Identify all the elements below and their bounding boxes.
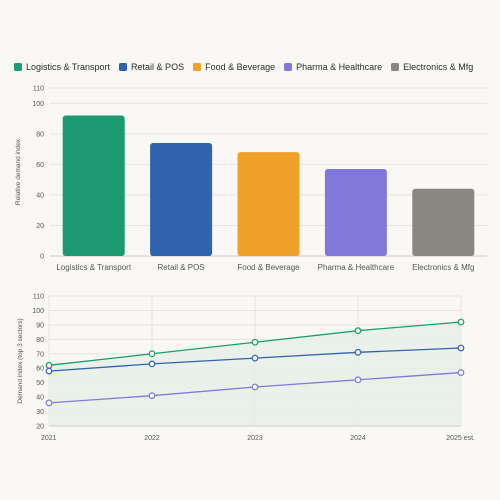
x-category-label: Retail & POS — [158, 263, 205, 272]
legend-label-electronics: Electronics & Mfg — [403, 62, 474, 72]
x-category-label: Food & Beverage — [237, 263, 300, 272]
y-tick-label: 0 — [40, 254, 44, 261]
x-tick-label: 2021 — [41, 435, 57, 442]
bar-chart: 0 20 40 60 80 100 110 Logistics & Transport Reta… — [15, 86, 487, 272]
y-tick-label: 100 — [32, 101, 44, 108]
legend-swatch-pharma — [284, 63, 293, 71]
y-tick-label: 40 — [36, 192, 44, 199]
bar-food-beverage — [237, 152, 300, 256]
x-category-label: Pharma & Healthcare — [318, 263, 395, 272]
legend-label-logistics: Logistics & Transport — [26, 62, 111, 72]
area-fill-logistics-transport — [49, 322, 461, 426]
point-retail-pos — [457, 344, 465, 352]
y-tick-label: 60 — [36, 366, 44, 373]
y-tick-label: 60 — [36, 162, 44, 169]
point-logistics-transport — [354, 327, 362, 335]
legend-item-pharma[interactable]: Pharma & Healthcare — [284, 62, 382, 72]
x-tick-label: 2025 est. — [446, 435, 475, 442]
y-axis-title: Relative demand index — [15, 138, 22, 205]
bar-retail-pos — [150, 142, 213, 256]
point-pharma-healthcare — [45, 399, 53, 407]
y-tick-label: 80 — [36, 337, 44, 344]
point-pharma-healthcare — [354, 376, 362, 384]
chart-legend: Logistics & Transport Retail & POS Food … — [14, 62, 492, 72]
legend-item-retail[interactable]: Retail & POS — [119, 62, 184, 72]
y-axis-title: Demand index (top 3 sectors) — [17, 318, 24, 403]
x-tick-label: 2022 — [144, 435, 160, 442]
x-tick-label: 2023 — [247, 435, 263, 442]
y-tick-label: 50 — [36, 380, 44, 387]
point-logistics-transport — [251, 338, 259, 346]
legend-item-electronics[interactable]: Electronics & Mfg — [391, 62, 473, 72]
point-pharma-healthcare — [251, 383, 259, 391]
legend-item-logistics[interactable]: Logistics & Transport — [14, 62, 110, 72]
legend-swatch-logistics — [14, 63, 22, 71]
y-tick-label: 100 — [32, 308, 44, 315]
y-tick-label: 20 — [36, 424, 44, 431]
y-tick-label: 40 — [36, 395, 44, 402]
point-logistics-transport — [457, 318, 465, 326]
y-tick-label: 90 — [36, 322, 44, 329]
point-logistics-transport — [45, 361, 53, 369]
point-retail-pos — [45, 367, 53, 375]
point-retail-pos — [251, 354, 259, 362]
legend-label-pharma: Pharma & Healthcare — [296, 62, 383, 72]
bar-pharma-healthcare — [324, 168, 387, 256]
x-category-label: Logistics & Transport — [56, 263, 131, 272]
legend-label-food: Food & Beverage — [205, 62, 276, 72]
y-tick-label: 110 — [33, 294, 44, 301]
legend-item-food[interactable]: Food & Beverage — [193, 62, 275, 72]
point-pharma-healthcare — [148, 392, 156, 400]
point-logistics-transport — [148, 350, 156, 358]
point-retail-pos — [354, 348, 362, 356]
legend-swatch-electronics — [391, 63, 400, 71]
legend-label-retail: Retail & POS — [131, 62, 185, 72]
y-tick-label: 80 — [36, 131, 44, 138]
point-retail-pos — [148, 360, 156, 368]
y-tick-label: 110 — [33, 86, 44, 93]
x-category-label: Electronics & Mfg — [412, 263, 474, 272]
y-tick-label: 30 — [36, 409, 44, 416]
bar-electronics-mfg — [412, 188, 475, 256]
y-tick-label: 20 — [36, 223, 44, 230]
legend-swatch-food — [193, 63, 202, 71]
bar-logistics-transport — [62, 115, 125, 256]
x-tick-label: 2024 — [350, 435, 366, 442]
y-tick-label: 70 — [36, 351, 44, 358]
legend-swatch-retail — [119, 63, 128, 71]
point-pharma-healthcare — [457, 369, 465, 376]
line-chart: 20 30 40 50 60 70 80 90 100 110 2021 2022 2023 2024 20… — [17, 294, 475, 443]
